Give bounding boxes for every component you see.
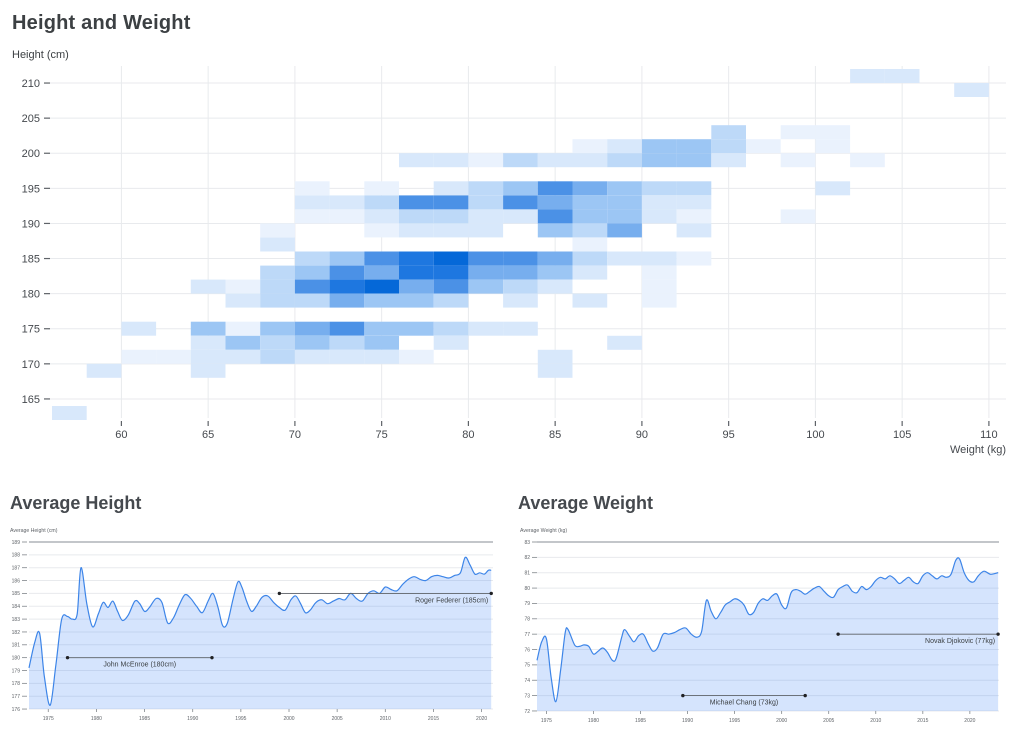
svg-text:74: 74 (524, 678, 530, 684)
svg-text:72: 72 (524, 709, 530, 715)
svg-text:181: 181 (12, 643, 21, 649)
svg-text:180: 180 (12, 655, 21, 661)
svg-text:1975: 1975 (43, 716, 54, 722)
svg-text:1975: 1975 (541, 718, 552, 724)
svg-text:1995: 1995 (235, 716, 246, 722)
svg-text:183: 183 (12, 617, 21, 623)
svg-text:82: 82 (524, 555, 530, 561)
svg-text:195: 195 (22, 183, 40, 195)
annotation-label: Michael Chang (73kg) (710, 700, 778, 707)
svg-text:65: 65 (202, 429, 214, 441)
avg-weight-title: Average Weight (518, 493, 654, 513)
svg-text:189: 189 (12, 540, 21, 546)
svg-text:Weight (kg): Weight (kg) (950, 444, 1006, 456)
svg-text:178: 178 (12, 681, 21, 687)
svg-text:2020: 2020 (476, 716, 487, 722)
annotation-label: Roger Federer (185cm) (415, 597, 488, 604)
svg-text:83: 83 (524, 540, 530, 546)
avg-height-title: Average Height (10, 493, 142, 513)
annotation-label: Novak Djokovic (77kg) (925, 638, 995, 645)
svg-text:185: 185 (12, 591, 21, 597)
svg-text:75: 75 (524, 663, 530, 669)
svg-text:80: 80 (524, 586, 530, 592)
heatmap-y-axis-label: Height (cm) (12, 49, 69, 61)
svg-text:176: 176 (12, 707, 21, 713)
annotation-label: John McEnroe (180cm) (103, 662, 176, 669)
svg-text:1990: 1990 (682, 718, 693, 724)
svg-text:1980: 1980 (588, 718, 599, 724)
svg-text:184: 184 (12, 604, 21, 610)
svg-text:188: 188 (12, 553, 21, 559)
svg-text:210: 210 (22, 78, 40, 90)
svg-text:Average Height (cm): Average Height (cm) (10, 528, 58, 534)
svg-text:170: 170 (22, 359, 40, 371)
svg-text:205: 205 (22, 113, 40, 125)
svg-text:100: 100 (806, 429, 824, 441)
svg-text:75: 75 (376, 429, 388, 441)
avg-height-area-chart[interactable]: 176 177 178 179 180 181 182 183 184 185 186 187 188 1… (0, 524, 500, 737)
svg-text:78: 78 (524, 617, 530, 623)
page-title: Height and Weight (12, 12, 191, 34)
svg-text:85: 85 (549, 429, 561, 441)
svg-text:1980: 1980 (91, 716, 102, 722)
svg-text:90: 90 (636, 429, 648, 441)
svg-text:180: 180 (22, 289, 40, 301)
svg-text:177: 177 (12, 694, 21, 700)
svg-text:76: 76 (524, 647, 530, 653)
svg-text:1985: 1985 (635, 718, 646, 724)
svg-text:2000: 2000 (776, 718, 787, 724)
svg-text:105: 105 (893, 429, 911, 441)
svg-text:200: 200 (22, 148, 40, 160)
svg-text:73: 73 (524, 693, 530, 699)
svg-text:81: 81 (524, 571, 530, 577)
svg-text:1995: 1995 (729, 718, 740, 724)
svg-text:185: 185 (22, 254, 40, 266)
svg-text:182: 182 (12, 630, 21, 636)
svg-text:2010: 2010 (380, 716, 391, 722)
svg-text:2000: 2000 (283, 716, 294, 722)
svg-text:190: 190 (22, 218, 40, 230)
svg-text:2005: 2005 (332, 716, 343, 722)
svg-text:2015: 2015 (917, 718, 928, 724)
svg-text:175: 175 (22, 324, 40, 336)
svg-text:2015: 2015 (428, 716, 439, 722)
svg-text:79: 79 (524, 601, 530, 607)
svg-text:1985: 1985 (139, 716, 150, 722)
svg-text:95: 95 (723, 429, 735, 441)
svg-text:2020: 2020 (964, 718, 975, 724)
height-weight-heatmap[interactable]: 165 170 175 180 185 190 195 200 205 210 60 65 70 75 80… (0, 60, 1020, 460)
svg-text:179: 179 (12, 668, 21, 674)
svg-text:Average Weight (kg): Average Weight (kg) (520, 528, 567, 534)
svg-text:70: 70 (289, 429, 301, 441)
svg-text:2005: 2005 (823, 718, 834, 724)
svg-text:80: 80 (462, 429, 474, 441)
svg-text:186: 186 (12, 578, 21, 584)
svg-text:187: 187 (12, 566, 21, 572)
svg-text:110: 110 (980, 429, 998, 441)
svg-text:165: 165 (22, 394, 40, 406)
svg-text:60: 60 (115, 429, 127, 441)
svg-text:2010: 2010 (870, 718, 881, 724)
svg-text:77: 77 (524, 632, 530, 638)
svg-text:1990: 1990 (187, 716, 198, 722)
avg-weight-area-chart[interactable]: 72 73 74 75 76 77 78 79 80 81 82 83 Average Weight (… (510, 524, 1010, 737)
